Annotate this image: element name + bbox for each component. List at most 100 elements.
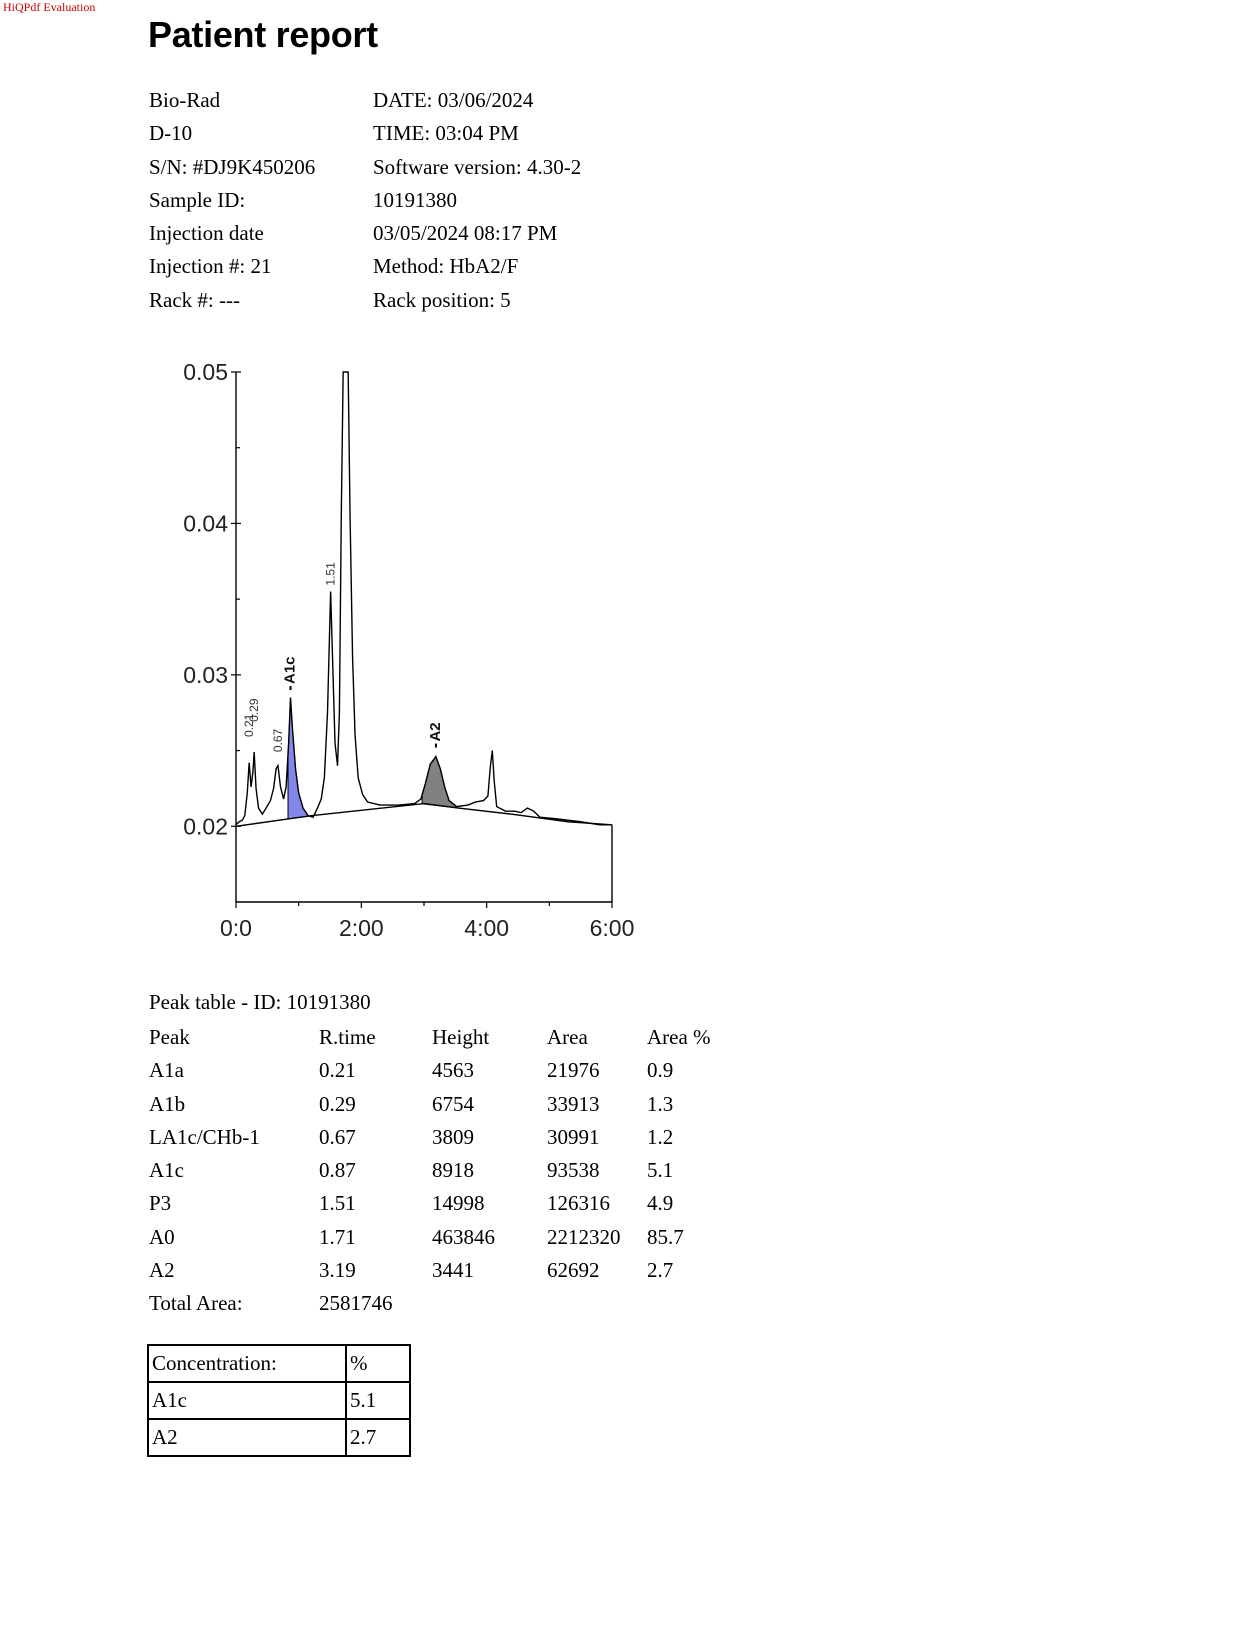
info-row: D-10 TIME: 03:04 PM <box>149 117 749 150</box>
chromatogram-chart: 0.05 0.04 0.03 0.02 0:0 2:00 4:00 6:00 0.210.29 0… <box>183 359 635 941</box>
total-area-value: 2581746 <box>319 1291 393 1316</box>
peak-table-title: Peak table - ID: 10191380 <box>149 990 371 1014</box>
baseline-line <box>235 802 613 827</box>
info-row: S/N: #DJ9K450206 Software version: 4.30-2 <box>149 151 749 184</box>
peak-area-percent: 1.2 <box>647 1124 674 1149</box>
x-tick-label: 2:00 <box>339 915 384 941</box>
info-label: Injection #: 21 <box>149 254 272 279</box>
info-row: Injection date 03/05/2024 08:17 PM <box>149 217 749 250</box>
peak-name: LA1c/CHb-1 <box>149 1124 260 1149</box>
peak-label: 0.67 <box>271 728 285 752</box>
peak-area-percent: 0.9 <box>647 1058 674 1083</box>
peak-area-percent: 2.7 <box>647 1258 674 1283</box>
concentration-name: A1c <box>147 1381 347 1420</box>
peak-name: A1b <box>149 1091 186 1116</box>
peak-area: 93538 <box>547 1158 600 1183</box>
x-tick-label: 4:00 <box>464 915 509 941</box>
chromatogram-trace <box>235 371 612 826</box>
info-label: Injection date <box>149 221 264 246</box>
peak-area-percent: 4.9 <box>647 1191 674 1216</box>
concentration-name: A2 <box>147 1418 347 1457</box>
table-row: A1c 0.87 8918 93538 5.1 <box>149 1154 769 1187</box>
total-area-row: Total Area: 2581746 <box>149 1287 769 1320</box>
concentration-header-row: Concentration: % <box>147 1344 411 1383</box>
peak-area: 126316 <box>547 1191 610 1216</box>
info-value: Rack position: 5 <box>373 287 511 312</box>
y-tick-label: 0.05 <box>183 359 228 385</box>
table-row: A1b 0.29 6754 33913 1.3 <box>149 1088 769 1121</box>
concentration-table: Concentration: % A1c 5.1 A2 2.7 <box>147 1344 411 1457</box>
column-header: Area <box>547 1025 588 1049</box>
peak-name: A1a <box>149 1058 184 1083</box>
y-tick-label: 0.04 <box>183 510 228 536</box>
peak-area: 62692 <box>547 1258 600 1283</box>
info-row: Sample ID: 10191380 <box>149 184 749 217</box>
report-info: Bio-Rad DATE: 03/06/2024 D-10 TIME: 03:04 … <box>149 84 749 317</box>
x-tick-label: 6:00 <box>590 915 635 941</box>
info-value: Software version: 4.30-2 <box>373 154 582 179</box>
y-tick-label: 0.03 <box>183 662 228 688</box>
peak-label: A2 <box>427 722 444 741</box>
peak-height: 6754 <box>432 1091 474 1116</box>
info-value: TIME: 03:04 PM <box>373 121 519 146</box>
x-tick-label: 0:0 <box>220 915 252 941</box>
peak-area-percent: 1.3 <box>647 1091 674 1116</box>
column-header: Peak <box>149 1025 190 1049</box>
peak-area-percent: 85.7 <box>647 1224 684 1249</box>
info-value: DATE: 03/06/2024 <box>373 88 534 112</box>
peak-area-percent: 5.1 <box>647 1158 674 1183</box>
info-value: 10191380 <box>373 187 457 212</box>
peak-rtime: 0.29 <box>319 1091 356 1116</box>
table-row: P3 1.51 14998 126316 4.9 <box>149 1187 769 1220</box>
peak-rtime: 1.71 <box>319 1224 356 1249</box>
peak-table-header: Peak R.time Height Area Area % <box>149 1021 769 1054</box>
peak-area: 2212320 <box>547 1224 621 1249</box>
column-header: R.time <box>319 1025 376 1049</box>
info-value: Method: HbA2/F <box>373 254 519 279</box>
column-header: Height <box>432 1025 490 1049</box>
concentration-value: 2.7 <box>345 1418 411 1457</box>
column-header: Area % <box>647 1025 711 1049</box>
peak-height: 4563 <box>432 1058 474 1083</box>
concentration-value: 5.1 <box>345 1381 411 1420</box>
info-label: S/N: #DJ9K450206 <box>149 154 316 179</box>
peak-area: 33913 <box>547 1091 600 1116</box>
table-row: A2 3.19 3441 62692 2.7 <box>149 1254 769 1287</box>
info-label: D-10 <box>149 121 193 146</box>
peak-label: A1c <box>282 656 299 684</box>
peak-name: P3 <box>149 1191 172 1216</box>
peak-height: 14998 <box>432 1191 485 1216</box>
peak-height: 8918 <box>432 1158 474 1183</box>
peak-name: A0 <box>149 1224 175 1249</box>
table-row: A1a 0.21 4563 21976 0.9 <box>149 1054 769 1087</box>
info-label: Bio-Rad <box>149 88 221 112</box>
peak-rtime: 0.87 <box>319 1158 356 1183</box>
info-value: 03/05/2024 08:17 PM <box>373 221 558 246</box>
info-row: Injection #: 21 Method: HbA2/F <box>149 250 749 283</box>
info-label: Rack #: --- <box>149 287 240 312</box>
table-row: A1c 5.1 <box>147 1381 411 1420</box>
table-row: A2 2.7 <box>147 1418 411 1457</box>
peak-height: 463846 <box>432 1224 495 1249</box>
y-tick-label: 0.02 <box>183 813 228 839</box>
peak-name: A1c <box>149 1158 184 1183</box>
peak-rtime: 3.19 <box>319 1258 356 1283</box>
peak-label: 0.21 <box>242 713 256 737</box>
peak-table: Peak R.time Height Area Area % A1a 0.21 … <box>149 1021 769 1321</box>
peak-label: 1.51 <box>324 562 338 586</box>
peak-name: A2 <box>149 1258 175 1283</box>
info-row: Rack #: --- Rack position: 5 <box>149 284 749 317</box>
page-title: Patient report <box>148 14 378 55</box>
info-label: Sample ID: <box>149 187 246 212</box>
peak-rtime: 0.21 <box>319 1058 356 1083</box>
peak-height: 3441 <box>432 1258 474 1283</box>
peak-area: 30991 <box>547 1124 600 1149</box>
peak-rtime: 0.67 <box>319 1124 356 1149</box>
peak-label: 0.29 <box>247 698 261 722</box>
table-row: LA1c/CHb-1 0.67 3809 30991 1.2 <box>149 1121 769 1154</box>
total-area-label: Total Area: <box>149 1291 243 1316</box>
peak-rtime: 1.51 <box>319 1191 356 1216</box>
concentration-header: Concentration: <box>147 1344 347 1383</box>
peak-height: 3809 <box>432 1124 474 1149</box>
peak-area: 21976 <box>547 1058 600 1083</box>
